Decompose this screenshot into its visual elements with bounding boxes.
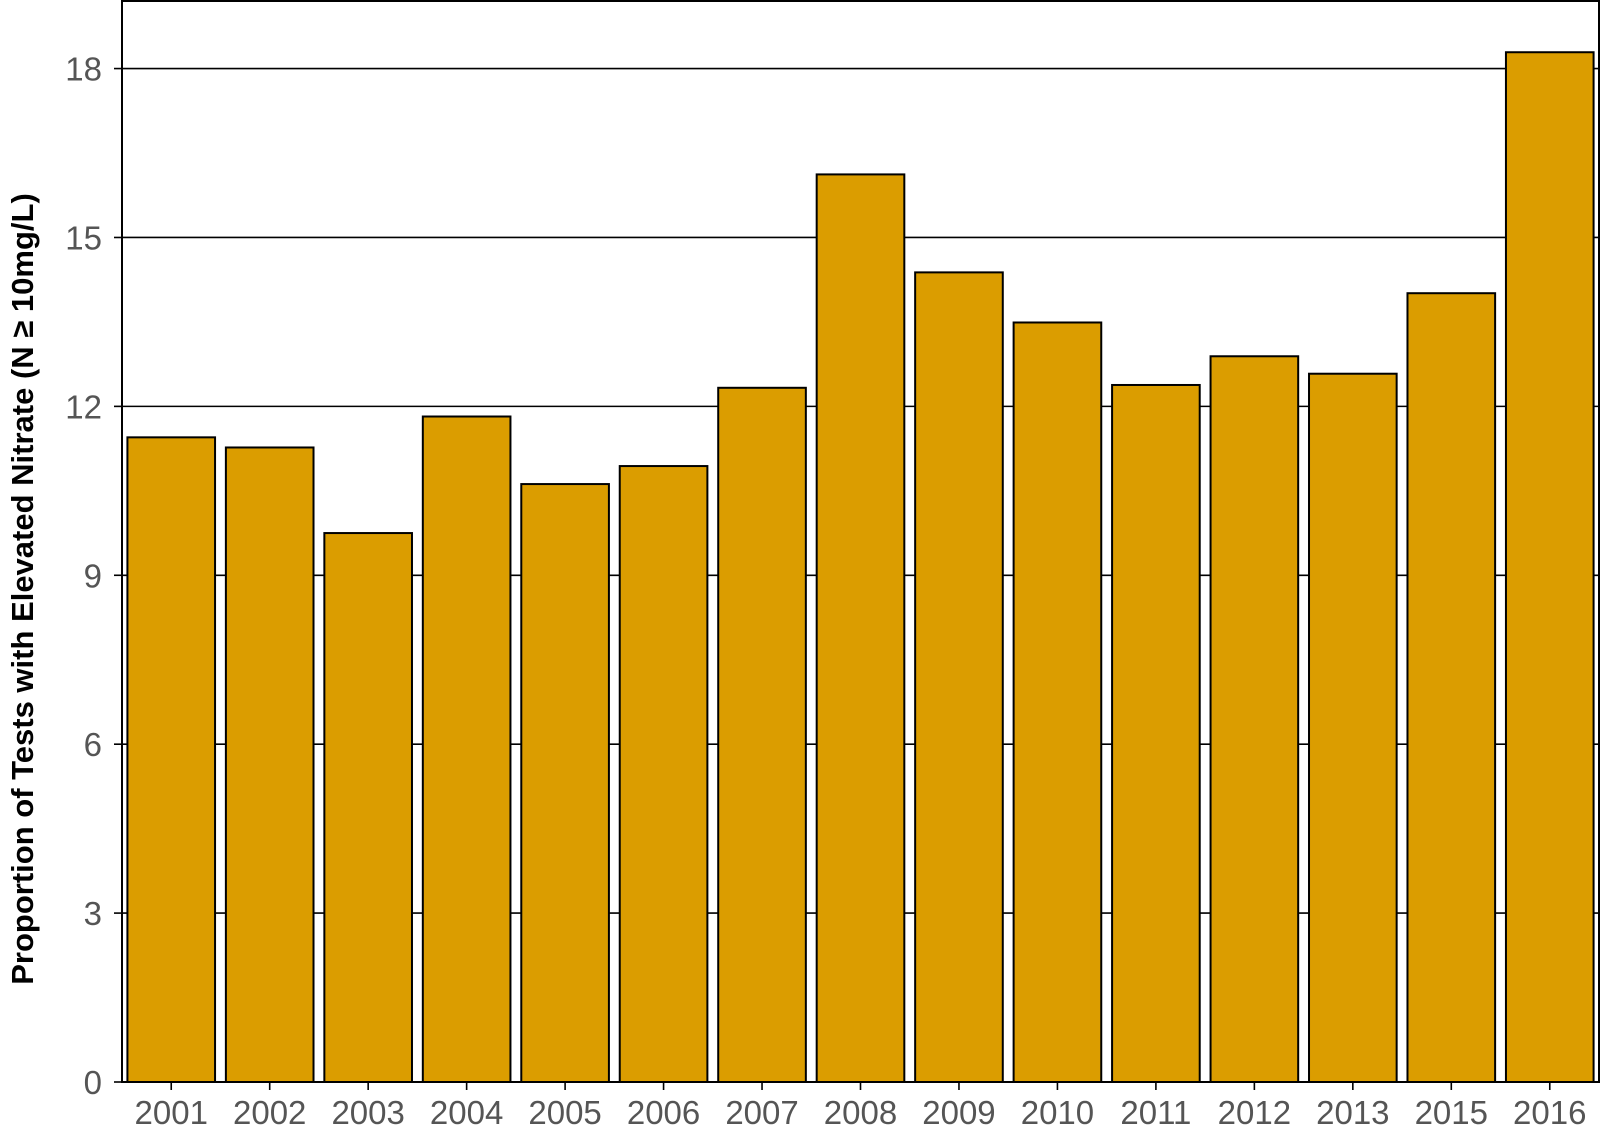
bar-2008 <box>815 173 906 1084</box>
bars <box>126 51 1595 1084</box>
y-tick-label: 15 <box>65 219 102 256</box>
x-tick-label: 2002 <box>233 1094 306 1131</box>
y-tick-label: 18 <box>65 51 102 88</box>
bar-2013 <box>1308 372 1398 1083</box>
y-axis-ticks: 0 3 6 9 12 15 18 <box>65 51 122 1101</box>
y-tick-label: 0 <box>84 1064 102 1101</box>
bar-2010 <box>1012 321 1103 1083</box>
y-tick-label: 6 <box>84 726 102 763</box>
x-tick-label: 2012 <box>1218 1094 1291 1131</box>
y-axis-label: Proportion of Tests with Elevated Nitrat… <box>5 193 40 985</box>
y-tick-label: 12 <box>65 388 102 425</box>
bar-2016 <box>1504 51 1595 1084</box>
x-tick-label: 2008 <box>824 1094 897 1131</box>
bar-2006 <box>618 465 709 1083</box>
x-tick-label: 2005 <box>528 1094 601 1131</box>
bar-2007 <box>717 386 807 1084</box>
bar-2011 <box>1111 383 1201 1083</box>
bar-2005 <box>520 483 610 1083</box>
bar-2004 <box>421 415 512 1083</box>
x-tick-label: 2015 <box>1415 1094 1488 1131</box>
x-tick-label: 2001 <box>135 1094 208 1131</box>
x-tick-label: 2004 <box>430 1094 503 1131</box>
y-tick-label: 3 <box>84 895 102 932</box>
x-tick-label: 2006 <box>627 1094 700 1131</box>
x-tick-label: 2011 <box>1120 1094 1191 1131</box>
x-tick-label: 2010 <box>1021 1094 1094 1131</box>
bar-2001 <box>126 436 217 1084</box>
bar-2015 <box>1406 292 1497 1083</box>
x-tick-label: 2003 <box>331 1094 404 1131</box>
bar-2012 <box>1209 355 1300 1083</box>
x-tick-label: 2013 <box>1316 1094 1389 1131</box>
x-tick-label: 2007 <box>725 1094 798 1131</box>
bar-2002 <box>224 446 315 1083</box>
y-tick-label: 9 <box>84 557 102 594</box>
x-axis-ticks: 2001 2002 2003 2004 2005 2006 2007 2008 2009 2010… <box>135 1082 1586 1131</box>
x-tick-label: 2016 <box>1513 1094 1586 1131</box>
bar-2009 <box>914 271 1004 1083</box>
bar-2003 <box>323 532 413 1083</box>
x-tick-label: 2009 <box>922 1094 995 1131</box>
